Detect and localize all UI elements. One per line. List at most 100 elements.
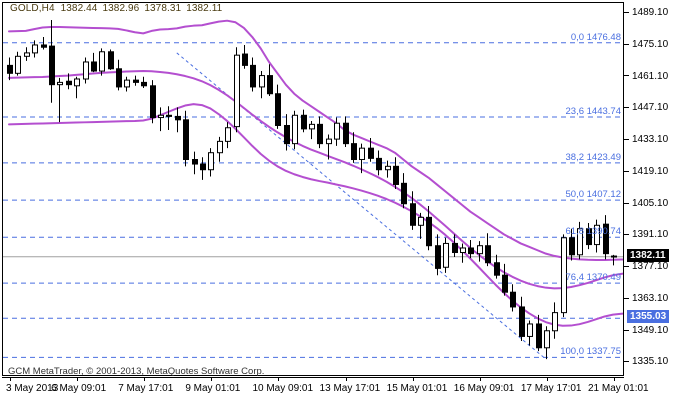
- candle-body: [32, 44, 38, 54]
- candle[interactable]: [334, 117, 340, 146]
- candle-body: [477, 245, 483, 255]
- price-tick: 1433.10: [624, 134, 668, 146]
- candle[interactable]: [200, 157, 206, 180]
- candle-body: [284, 124, 290, 145]
- candle[interactable]: [452, 234, 458, 258]
- candle[interactable]: [561, 234, 567, 318]
- candle[interactable]: [594, 219, 600, 253]
- candle[interactable]: [527, 320, 533, 346]
- candle[interactable]: [225, 122, 231, 149]
- candle[interactable]: [351, 132, 357, 163]
- candle[interactable]: [536, 314, 542, 352]
- candle[interactable]: [49, 20, 55, 103]
- candle[interactable]: [611, 254, 617, 266]
- price-tick-label: 1433.10: [632, 134, 669, 146]
- candle-body: [326, 138, 332, 145]
- candle[interactable]: [99, 48, 105, 76]
- candle[interactable]: [66, 73, 72, 90]
- candle[interactable]: [359, 143, 365, 174]
- price-tick-label: 1377.10: [632, 261, 669, 273]
- candle[interactable]: [443, 237, 449, 273]
- candle[interactable]: [108, 49, 114, 70]
- ohlc-value-2: 1378.31: [144, 3, 182, 14]
- candle[interactable]: [502, 263, 508, 296]
- time-tick-mark: [77, 377, 79, 381]
- candle[interactable]: [15, 51, 21, 76]
- candle[interactable]: [217, 136, 223, 162]
- candle[interactable]: [393, 157, 399, 189]
- candle[interactable]: [57, 77, 63, 123]
- candle[interactable]: [91, 52, 97, 73]
- time-tick-label: 10 May 09:01: [252, 383, 314, 394]
- candle[interactable]: [116, 59, 122, 91]
- candle[interactable]: [435, 234, 441, 276]
- candle[interactable]: [141, 76, 147, 89]
- candle[interactable]: [569, 228, 575, 261]
- price-badge-level[interactable]: 1355.03: [627, 310, 670, 324]
- candle[interactable]: [284, 114, 290, 151]
- candle[interactable]: [208, 148, 214, 177]
- candle[interactable]: [150, 80, 156, 124]
- candle[interactable]: [418, 212, 424, 239]
- candle[interactable]: [401, 173, 407, 209]
- candle[interactable]: [166, 106, 172, 131]
- candle[interactable]: [317, 116, 323, 149]
- chart-plot-area[interactable]: 0,0 1476.48 23,6 1443.74 38,2 1423.49 50,0 …: [2, 2, 624, 376]
- price-badge-last[interactable]: 1382.11: [627, 248, 669, 262]
- candle[interactable]: [259, 71, 265, 99]
- candle[interactable]: [41, 37, 47, 50]
- candle[interactable]: [586, 223, 592, 250]
- candle[interactable]: [309, 120, 315, 140]
- candle[interactable]: [385, 160, 391, 178]
- candle-body: [175, 115, 181, 121]
- candle[interactable]: [519, 296, 525, 341]
- time-scale[interactable]: 3 May 2013 6 May 09:01 7 May 17:01 9 May 01…: [2, 377, 698, 402]
- candle[interactable]: [468, 240, 474, 259]
- candle[interactable]: [292, 110, 298, 150]
- candle[interactable]: [175, 107, 181, 133]
- candle[interactable]: [124, 76, 130, 92]
- candle[interactable]: [158, 107, 164, 132]
- candle[interactable]: [343, 116, 349, 148]
- candle[interactable]: [234, 47, 240, 133]
- candle[interactable]: [133, 75, 139, 86]
- candle[interactable]: [552, 302, 558, 339]
- ohlc-value-1: 1382.96: [102, 3, 140, 14]
- candle[interactable]: [24, 47, 30, 61]
- candle[interactable]: [544, 326, 550, 360]
- candle[interactable]: [7, 57, 13, 81]
- candle-body: [359, 147, 365, 161]
- candle[interactable]: [250, 57, 256, 92]
- candle[interactable]: [376, 150, 382, 176]
- candle[interactable]: [494, 254, 500, 279]
- candle[interactable]: [275, 84, 281, 129]
- candle[interactable]: [510, 284, 516, 312]
- candle-body: [275, 93, 281, 126]
- candle[interactable]: [32, 40, 38, 58]
- candle[interactable]: [183, 110, 189, 167]
- price-scale[interactable]: 1489.10 1475.10 1461.10 1447.10 1433.10 1419.…: [624, 2, 698, 376]
- candle[interactable]: [74, 76, 80, 99]
- candle-body: [141, 81, 147, 87]
- time-tick-mark: [546, 377, 548, 381]
- candle[interactable]: [242, 44, 248, 69]
- candle[interactable]: [485, 233, 491, 267]
- candle-body: [485, 245, 491, 264]
- candle[interactable]: [577, 221, 583, 260]
- candle[interactable]: [410, 191, 416, 230]
- candle-body: [158, 114, 164, 119]
- candle[interactable]: [477, 241, 483, 262]
- candle[interactable]: [460, 243, 466, 263]
- candle[interactable]: [267, 64, 273, 96]
- candle[interactable]: [192, 151, 198, 175]
- candle[interactable]: [426, 206, 432, 251]
- candle[interactable]: [83, 57, 89, 84]
- candle[interactable]: [368, 137, 374, 162]
- candle-body: [519, 306, 525, 337]
- candle[interactable]: [301, 109, 307, 133]
- fib-label-76.4: 76,4 1370.49: [565, 272, 621, 284]
- candle[interactable]: [326, 134, 332, 160]
- candle[interactable]: [603, 215, 609, 260]
- candle-body: [468, 247, 474, 255]
